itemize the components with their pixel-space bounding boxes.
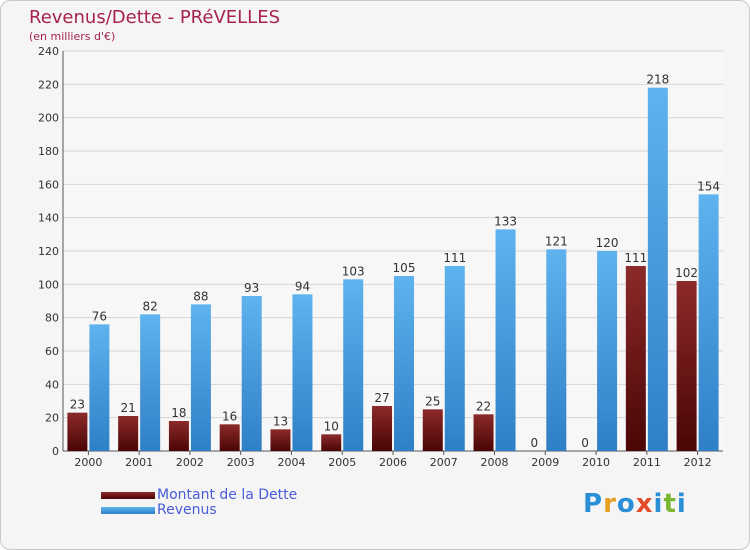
chart-subtitle: (en milliers d'€): [29, 30, 116, 43]
x-tick-label: 2005: [328, 456, 356, 469]
bar-revenus: [140, 314, 161, 451]
y-tick-label: 220: [38, 78, 59, 91]
legend-label-revenus: Revenus: [157, 502, 217, 518]
data-label-dette: 27: [374, 391, 389, 405]
x-tick-label: 2011: [633, 456, 661, 469]
data-label-dette: 0: [581, 436, 589, 450]
data-label-revenus: 120: [596, 236, 619, 250]
y-tick-label: 80: [45, 312, 59, 325]
x-tick-label: 2008: [481, 456, 509, 469]
bar-revenus: [546, 249, 567, 451]
x-tick-label: 2006: [379, 456, 407, 469]
data-label-dette: 13: [273, 414, 288, 428]
y-tick-label: 180: [38, 145, 59, 158]
y-tick-label: 160: [38, 178, 59, 191]
y-tick-label: 60: [45, 345, 59, 358]
bar-dette: [473, 414, 494, 451]
bar-dette: [67, 412, 88, 451]
bar-revenus: [241, 296, 262, 451]
x-tick-label: 2007: [430, 456, 458, 469]
bar-dette: [168, 421, 189, 451]
data-label-dette: 21: [121, 401, 136, 415]
data-label-dette: 23: [70, 398, 85, 412]
data-label-dette: 0: [530, 436, 538, 450]
bar-revenus: [647, 87, 668, 452]
data-label-dette: 111: [624, 251, 647, 265]
data-label-dette: 10: [324, 419, 339, 433]
data-label-revenus: 111: [443, 251, 466, 265]
y-tick-label: 40: [45, 378, 59, 391]
x-tick-label: 2010: [582, 456, 610, 469]
data-label-revenus: 154: [697, 179, 720, 193]
data-label-revenus: 93: [244, 281, 259, 295]
data-label-dette: 16: [222, 409, 237, 423]
data-label-revenus: 105: [393, 261, 416, 275]
legend-item-dette: Montant de la Dette: [101, 487, 297, 503]
y-tick-label: 240: [38, 45, 59, 58]
bar-dette: [422, 409, 443, 451]
legend-item-revenus: Revenus: [101, 502, 217, 518]
x-tick-label: 2003: [227, 456, 255, 469]
data-label-revenus: 82: [143, 299, 158, 313]
bar-revenus: [292, 294, 313, 451]
bar-revenus: [698, 194, 719, 452]
data-label-dette: 102: [675, 266, 698, 280]
y-tick-label: 20: [45, 412, 59, 425]
x-tick-label: 2002: [176, 456, 204, 469]
data-label-revenus: 133: [494, 214, 517, 228]
y-tick-label: 100: [38, 278, 59, 291]
data-label-dette: 18: [171, 406, 186, 420]
y-tick-label: 140: [38, 212, 59, 225]
bar-revenus: [597, 251, 618, 451]
legend-swatch-dette: [101, 491, 155, 499]
data-label-revenus: 218: [646, 73, 669, 87]
bar-revenus: [394, 276, 414, 451]
x-tick-label: 2009: [531, 456, 559, 469]
legend-swatch-revenus: [101, 506, 155, 514]
data-label-dette: 25: [425, 394, 440, 408]
x-tick-label: 2012: [684, 456, 712, 469]
bar-revenus: [444, 266, 465, 451]
bar-dette: [676, 281, 697, 451]
x-tick-label: 2004: [277, 456, 305, 469]
bar-revenus: [89, 324, 110, 451]
legend-label-dette: Montant de la Dette: [157, 487, 298, 503]
data-label-dette: 22: [476, 399, 491, 413]
data-label-revenus: 103: [342, 264, 365, 278]
y-tick-label: 200: [38, 112, 59, 125]
proxiti-logo: Proxiti: [583, 489, 687, 519]
data-label-revenus: 121: [545, 234, 568, 248]
data-label-revenus: 88: [193, 289, 208, 303]
chart-title: Revenus/Dette - PRéVELLES: [29, 7, 280, 28]
x-tick-label: 2000: [74, 456, 102, 469]
bar-revenus: [190, 304, 211, 451]
bar-dette: [118, 416, 139, 451]
bar-revenus: [343, 279, 364, 451]
y-tick-label: 0: [52, 445, 59, 458]
bar-dette: [270, 429, 291, 451]
bar-dette: [321, 434, 342, 451]
data-label-revenus: 76: [92, 309, 107, 323]
bar-dette: [625, 266, 646, 451]
bar-revenus: [495, 229, 516, 451]
y-tick-label: 120: [38, 245, 59, 258]
bar-dette: [372, 406, 392, 451]
x-tick-label: 2001: [125, 456, 153, 469]
bar-dette: [219, 424, 240, 451]
data-label-revenus: 94: [295, 279, 310, 293]
